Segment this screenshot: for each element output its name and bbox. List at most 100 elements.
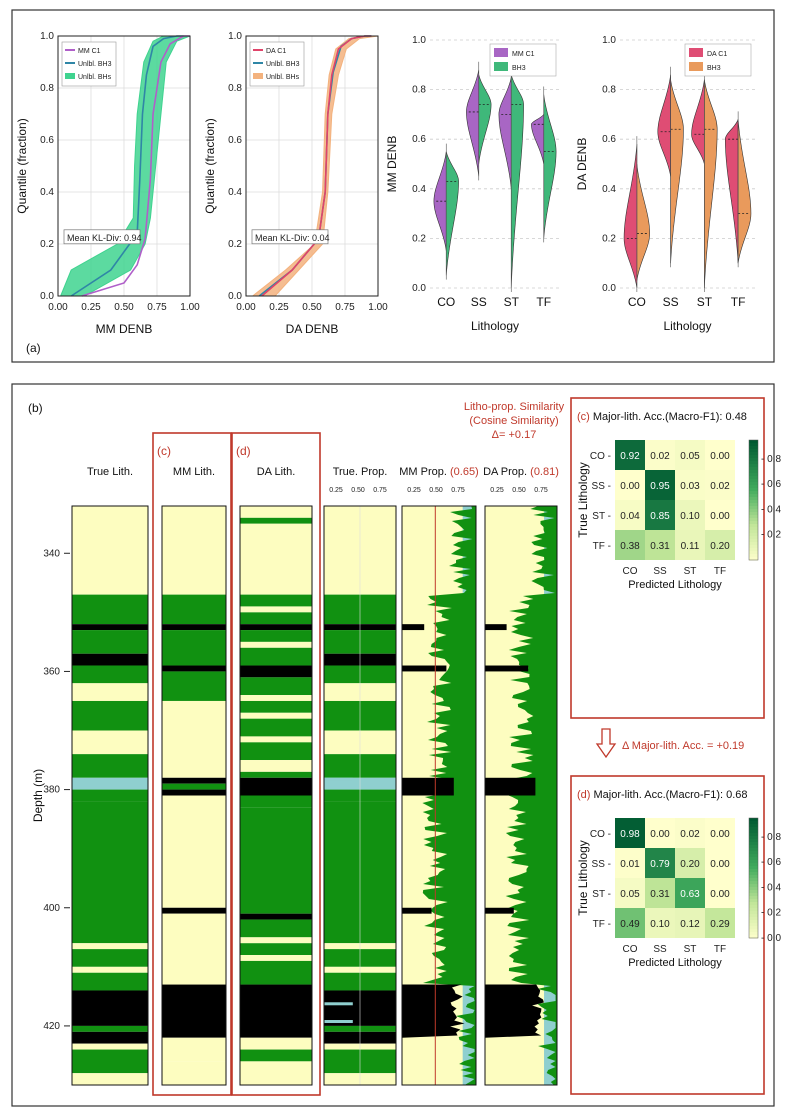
lith-interval — [240, 1037, 312, 1050]
depth-tick-label: 420 — [43, 1021, 60, 1032]
x-tick-label: ST — [697, 295, 713, 309]
colorbar-segment — [749, 854, 758, 858]
lith-interval — [72, 665, 148, 684]
lith-interval — [72, 777, 148, 790]
heatmap-cell — [615, 470, 645, 500]
lith-interval — [72, 630, 148, 654]
lith-interval — [240, 624, 312, 631]
colorbar-segment — [749, 464, 758, 468]
colorbar-segment — [749, 470, 758, 474]
heatmap-y-tick: SS - — [592, 859, 611, 870]
colorbar-segment — [749, 542, 758, 546]
legend-entry: Unlbl. BH3 — [266, 61, 300, 68]
track-true-prop — [323, 505, 397, 1086]
colorbar-segment — [749, 845, 758, 849]
heatmap-y-tick: SS - — [592, 481, 611, 492]
y-tick-label: 0.8 — [40, 83, 54, 94]
lith-interval — [240, 943, 312, 956]
track-header: MM Prop. (0.65) — [399, 466, 478, 478]
heatmap-cell — [645, 500, 675, 530]
heatmap-cell — [705, 818, 735, 848]
lith-interval — [72, 1049, 148, 1074]
colorbar-segment — [749, 914, 758, 918]
heatmap-x-label: Predicted Lithology — [628, 957, 722, 969]
lith-interval — [240, 612, 312, 625]
colorbar-segment — [749, 920, 758, 924]
series-line-bh3 — [70, 35, 184, 297]
heatmap-cell — [705, 470, 735, 500]
y-axis-label: DA DENB — [575, 138, 589, 191]
colorbar-segment — [749, 848, 758, 852]
colorbar-segment — [749, 530, 758, 534]
track-da-lith — [239, 505, 313, 1086]
heatmap-cell-value: 0.02 — [680, 829, 700, 840]
colorbar-segment — [749, 821, 758, 825]
colorbar-segment — [749, 860, 758, 864]
colorbar-segment — [749, 839, 758, 843]
x-tick-label: 0.25 — [81, 302, 101, 313]
colorbar-segment — [749, 476, 758, 480]
colorbar-segment — [749, 857, 758, 861]
lith-interval — [72, 972, 148, 991]
colorbar-segment — [749, 935, 758, 939]
heatmap-cell-value: 0.05 — [680, 451, 700, 462]
x-tick-label: TF — [731, 295, 746, 309]
colorbar-segment — [749, 449, 758, 453]
lith-interval — [240, 523, 312, 595]
panel-b-frame — [11, 383, 775, 1107]
colorbar-segment — [749, 515, 758, 519]
colorbar-tick: - 0.6 — [761, 479, 781, 490]
colorbar-segment — [749, 518, 758, 522]
x-tick-label: SS — [663, 295, 679, 309]
kl-annotation-box — [251, 229, 329, 245]
y-tick-label: 0.4 — [602, 184, 616, 195]
violin-half — [670, 79, 684, 264]
prop-co-band — [402, 907, 432, 914]
heatmap-cell — [615, 908, 645, 938]
lith-interval — [240, 795, 312, 808]
y-tick-label: 0.6 — [40, 135, 54, 146]
colorbar-segment — [749, 929, 758, 933]
colorbar-tick: - 0.8 — [761, 832, 781, 843]
lith-interval — [240, 677, 312, 696]
lith-interval — [162, 913, 226, 985]
colorbar-segment — [749, 926, 758, 930]
lith-interval — [162, 789, 226, 796]
legend-entry: Unlbl. BHs — [78, 74, 112, 81]
colorbar-segment — [749, 917, 758, 921]
track-da-prop: DA Prop. (0.81) — [483, 466, 559, 1086]
lith-interval — [162, 624, 226, 631]
track-header: DA Lith. — [257, 466, 296, 478]
y-tick-label: 0.0 — [602, 283, 616, 294]
y-tick-label: 0.2 — [602, 233, 616, 244]
track-mm-lith — [161, 505, 227, 1086]
lith-interval — [162, 907, 226, 914]
x-tick-label: TF — [536, 295, 551, 309]
colorbar-segment — [749, 893, 758, 897]
violin-half — [433, 151, 447, 251]
lith-interval — [72, 653, 148, 666]
heatmap-cell — [615, 530, 645, 560]
lith-interval — [72, 624, 148, 631]
prop-tick-label: 0.50 — [512, 487, 526, 494]
depth-tick-label: 360 — [43, 666, 60, 677]
colorbar-segment — [749, 557, 758, 561]
heatmap-cell-value: 0.04 — [620, 511, 640, 522]
similarity-subtitle: (Cosine Similarity) — [469, 415, 558, 427]
colorbar-segment — [749, 932, 758, 936]
heatmap-cell — [675, 500, 705, 530]
lith-interval — [240, 742, 312, 761]
colorbar-segment — [749, 539, 758, 543]
colorbar-segment — [749, 887, 758, 891]
lith-interval — [240, 700, 312, 713]
prop-co-area — [402, 984, 465, 1038]
colorbar-segment — [749, 494, 758, 498]
colorbar-segment — [749, 458, 758, 462]
heatmap-cell-value: 0.11 — [681, 541, 700, 552]
prop-tick-label: 0.25 — [407, 487, 421, 494]
lith-interval — [240, 1049, 312, 1062]
colorbar-segment — [749, 863, 758, 867]
violin-half — [691, 79, 705, 165]
colorbar-segment — [749, 833, 758, 837]
lith-interval — [162, 700, 226, 778]
